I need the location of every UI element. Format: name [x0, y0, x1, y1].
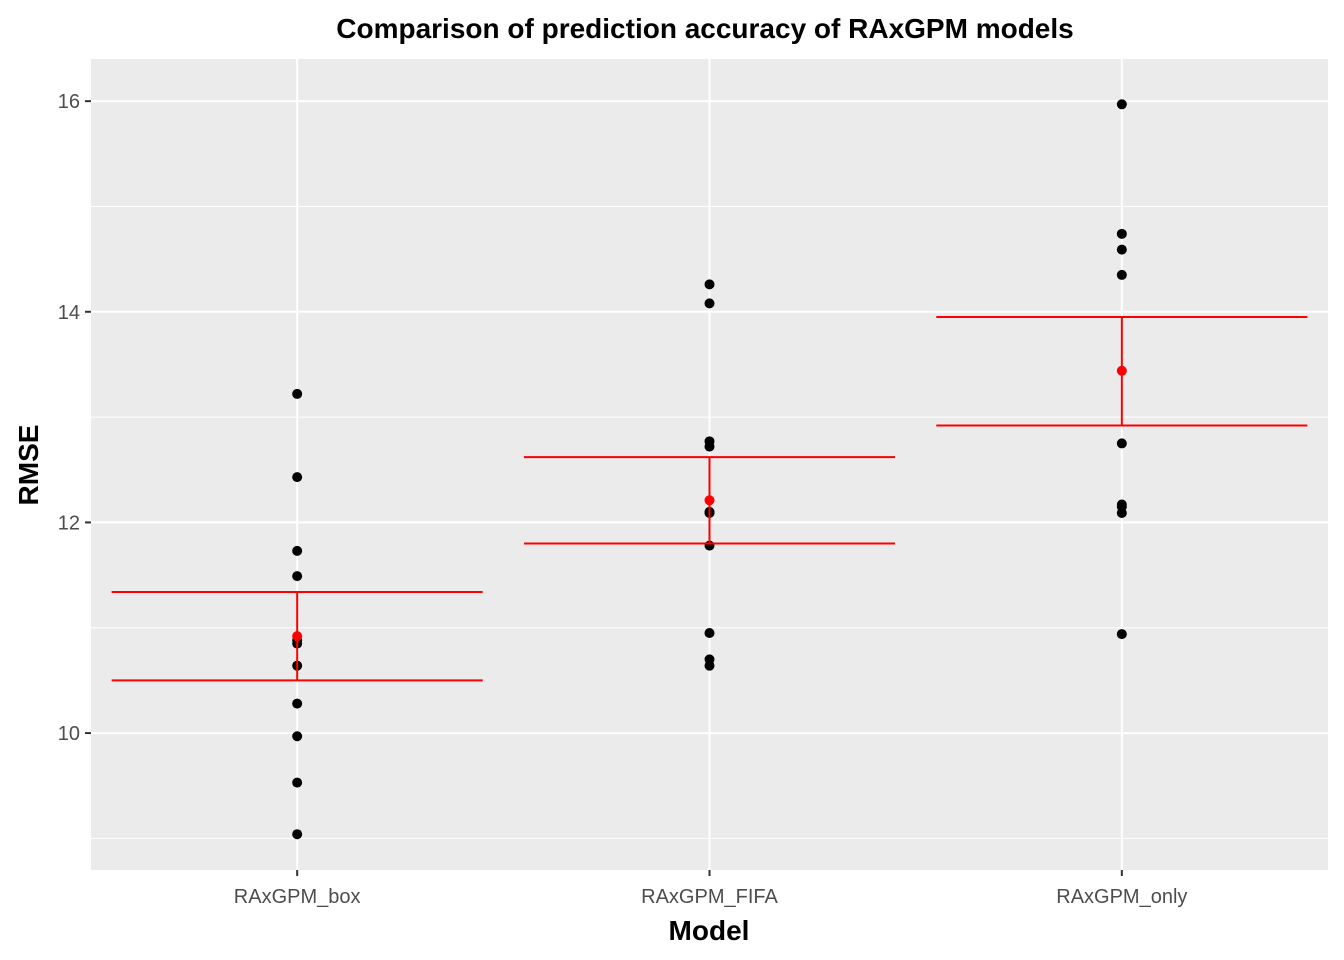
y-tick-label: 16	[58, 91, 80, 113]
data-point	[292, 472, 303, 483]
data-point	[292, 777, 303, 788]
x-tick-label: RAxGPM_FIFA	[641, 886, 778, 908]
x-axis: RAxGPM_box RAxGPM_FIFA RAxGPM_only	[234, 870, 1187, 908]
mean-point	[1116, 365, 1127, 376]
mean-point	[292, 631, 303, 642]
data-point	[704, 628, 715, 639]
x-axis-title: Model	[669, 915, 750, 946]
data-point	[292, 571, 303, 582]
y-axis-title: RMSE	[13, 425, 44, 506]
data-point	[1116, 269, 1127, 280]
data-point	[292, 698, 303, 709]
y-tick-label: 12	[58, 512, 80, 534]
mean-point	[704, 495, 715, 506]
data-point	[292, 829, 303, 840]
data-point	[292, 731, 303, 742]
data-point	[704, 279, 715, 290]
y-tick-label: 10	[58, 723, 80, 745]
data-point	[1116, 99, 1127, 110]
x-tick-label: RAxGPM_only	[1056, 886, 1187, 908]
mean-errorbars	[111, 316, 1308, 682]
data-point	[1116, 507, 1127, 518]
data-point	[1116, 228, 1127, 239]
chart-title: Comparison of prediction accuracy of RAx…	[336, 13, 1073, 44]
data-point	[704, 660, 715, 671]
data-point	[292, 545, 303, 556]
data-points	[292, 99, 1127, 840]
y-tick-label: 14	[58, 302, 80, 324]
data-point	[292, 388, 303, 399]
data-point	[704, 298, 715, 309]
data-point	[1116, 629, 1127, 640]
data-point	[1116, 244, 1127, 255]
data-point	[1116, 438, 1127, 449]
data-point	[704, 441, 715, 452]
x-tick-label: RAxGPM_box	[234, 886, 361, 908]
y-axis: 10 12 14 16	[58, 91, 91, 745]
